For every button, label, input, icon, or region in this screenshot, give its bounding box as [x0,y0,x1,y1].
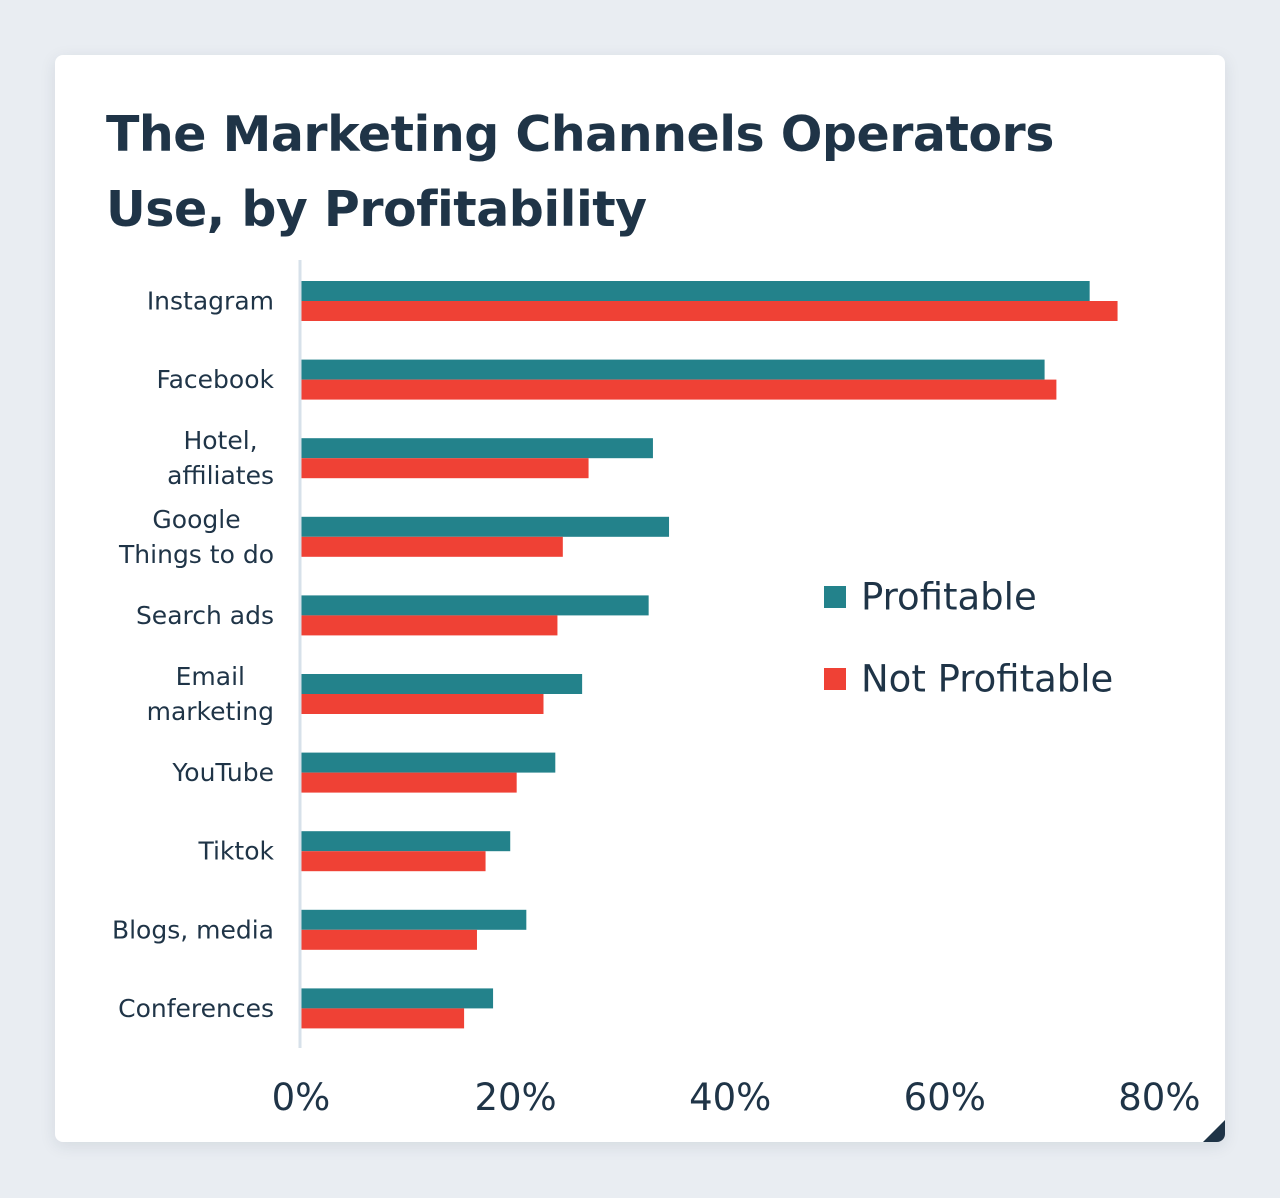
category-label-2-0: Hotel, [183,426,257,455]
bar-profitable-2 [301,438,653,459]
category-label-3-0: Google [152,505,240,534]
bar-not-profitable-9 [301,1008,465,1029]
legend: Profitable Not Profitable [824,576,1113,701]
bar-profitable-3 [301,516,670,537]
legend-swatch-not-profitable [824,668,846,690]
category-label-0-0: Instagram [147,287,274,316]
category-label-2-1: affiliates [167,461,274,490]
x-tick-label-1: 20% [474,1076,556,1119]
bar-profitable-9 [301,988,494,1009]
legend-label-profitable: Profitable [861,576,1037,619]
x-tick-label-2: 40% [689,1076,771,1119]
category-labels: Instagram Facebook Hotel, affiliates Google T… [112,287,275,1023]
bar-profitable-6 [301,752,556,773]
bar-chart: Instagram Facebook Hotel, affiliates Google T… [112,260,1201,1119]
category-label-8-0: Blogs, media [112,915,274,944]
bar-not-profitable-6 [301,772,517,793]
category-label-5-1: marketing [147,697,274,726]
bar-not-profitable-8 [301,929,477,950]
bar-not-profitable-1 [301,379,1057,400]
category-label-6-0: YouTube [171,758,274,787]
bar-profitable-5 [301,674,583,694]
category-label-9-0: Conferences [118,994,274,1023]
bar-profitable-0 [301,281,1090,301]
category-label-1-0: Facebook [157,365,275,394]
category-label-7-0: Tiktok [197,837,274,866]
bar-profitable-7 [301,831,511,852]
x-tick-label-0: 0% [272,1076,331,1119]
bar-not-profitable-7 [301,851,486,872]
category-label-5-0: Email [176,662,245,691]
bar-profitable-1 [301,359,1045,380]
bar-not-profitable-3 [301,536,563,557]
bars-group [301,281,1118,1029]
bar-profitable-4 [301,595,649,616]
category-label-3-1: Things to do [118,540,274,569]
legend-label-not-profitable: Not Profitable [861,658,1113,701]
bar-not-profitable-0 [301,301,1118,321]
x-tick-labels: 0% 20% 40% 60% 80% [272,1076,1201,1119]
chart-title: The Marketing Channels Operators Use, by… [106,106,1054,238]
bar-not-profitable-2 [301,458,589,479]
bar-not-profitable-4 [301,615,558,636]
bar-not-profitable-5 [301,694,544,714]
bar-profitable-8 [301,909,527,930]
x-tick-label-3: 60% [904,1076,986,1119]
corner-accent [1203,1120,1225,1142]
legend-swatch-profitable [824,586,846,608]
x-tick-label-4: 80% [1118,1076,1200,1119]
category-label-4-0: Search ads [136,601,274,630]
chart-card: The Marketing Channels Operators Use, by… [55,55,1225,1142]
